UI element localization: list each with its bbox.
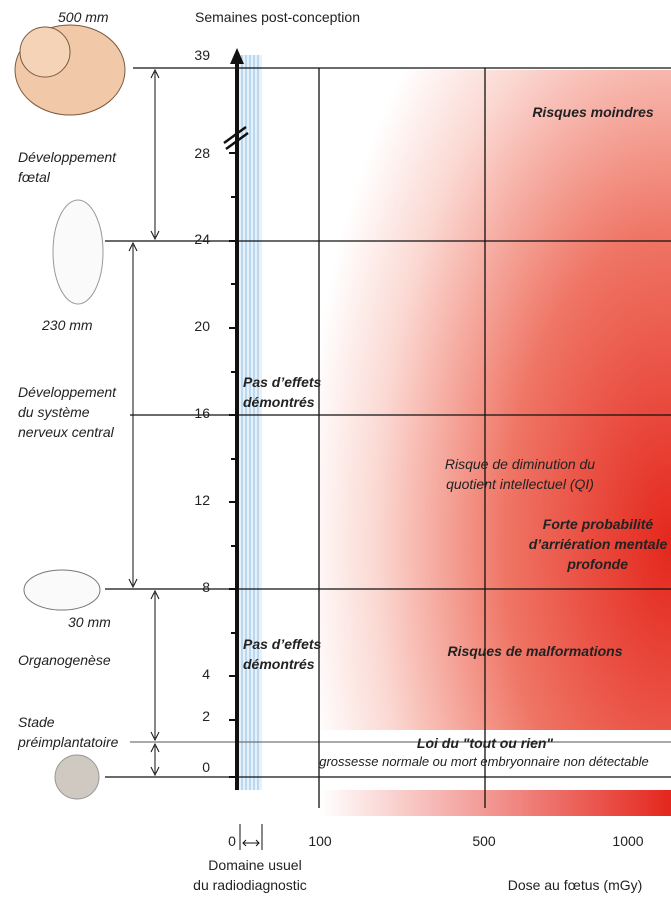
x-tick-label: 100: [308, 833, 332, 849]
embryo-30: [23, 569, 101, 611]
zone-label: démontrés: [243, 656, 315, 672]
stage-label: Stade: [18, 714, 55, 730]
y-tick-label: 4: [202, 666, 210, 682]
fetus-230: [52, 199, 104, 305]
x-axis-title: Dose au fœtus (mGy): [508, 877, 643, 893]
bracket-arrows: [128, 68, 160, 777]
zone-label: Pas d’effets: [243, 636, 322, 652]
zone-label: Loi du "tout ou rien": [417, 735, 554, 751]
y-tick-label: 0: [202, 759, 210, 775]
axis-break: [223, 125, 249, 151]
stage-label: nerveux central: [18, 424, 115, 440]
domain-arrow: [239, 824, 263, 850]
size-label: 230 mm: [41, 317, 93, 333]
y-tick-label: 2: [202, 708, 210, 724]
fetus-head: [19, 26, 71, 78]
y-axis: [223, 48, 249, 790]
grid: [105, 67, 671, 808]
y-tick-label: 12: [194, 492, 210, 508]
stage-label: Développement: [18, 149, 117, 165]
radiodiagnostic-band: [238, 55, 262, 790]
y-tick-label: 24: [194, 231, 210, 247]
zone-label: grossesse normale ou mort embryonnaire n…: [319, 754, 649, 769]
bracket-lines: [132, 72, 156, 773]
axis-arrow: [230, 48, 244, 64]
zone-label: profonde: [566, 556, 628, 572]
zone-label: Forte probabilité: [543, 516, 654, 532]
zone-label: démontrés: [243, 394, 315, 410]
size-label: 30 mm: [68, 614, 111, 630]
size-label: 500 mm: [58, 9, 109, 25]
y-tick-label: 28: [194, 145, 210, 161]
x-tick-label: 500: [472, 833, 496, 849]
y-tick-label: 39: [194, 47, 210, 63]
dose-gradient: [320, 790, 671, 816]
stage-brackets: [128, 68, 160, 777]
axis-ticks: [229, 152, 237, 778]
axis-title: Semaines post-conception: [195, 9, 360, 25]
zone-label: quotient intellectuel (QI): [446, 476, 594, 492]
domain-label: du radiodiagnostic: [193, 877, 307, 893]
stage-label: fœtal: [18, 169, 51, 185]
domain-label: Domaine usuel: [208, 857, 301, 873]
x-tick-label: 1000: [612, 833, 643, 849]
y-tick-label: 16: [194, 405, 210, 421]
stage-label: du système: [18, 404, 90, 420]
stage-label: Organogenèse: [18, 652, 111, 668]
zygote: [54, 754, 100, 800]
x-tick-labels: 0 100 500 1000: [228, 833, 644, 849]
stage-label: Développement: [18, 384, 117, 400]
y-tick-label: 20: [194, 318, 210, 334]
zone-label: Risques de malformations: [447, 643, 622, 659]
labels: 500 mm Semaines post-conception 230 mm 3…: [17, 9, 667, 893]
zone-label: Risques moindres: [532, 104, 654, 120]
band-stripes: [241, 55, 259, 790]
zone-label: Risque de diminution du: [445, 456, 595, 472]
risk-gradient: [320, 70, 671, 730]
y-tick-label: 8: [202, 579, 210, 595]
zone-label: Pas d’effets: [243, 374, 322, 390]
embryo-illustrations: [14, 24, 126, 800]
x-tick-label: 0: [228, 833, 236, 849]
zone-label: d’arriération mentale: [529, 536, 668, 552]
stage-label: préimplantatoire: [17, 734, 119, 750]
